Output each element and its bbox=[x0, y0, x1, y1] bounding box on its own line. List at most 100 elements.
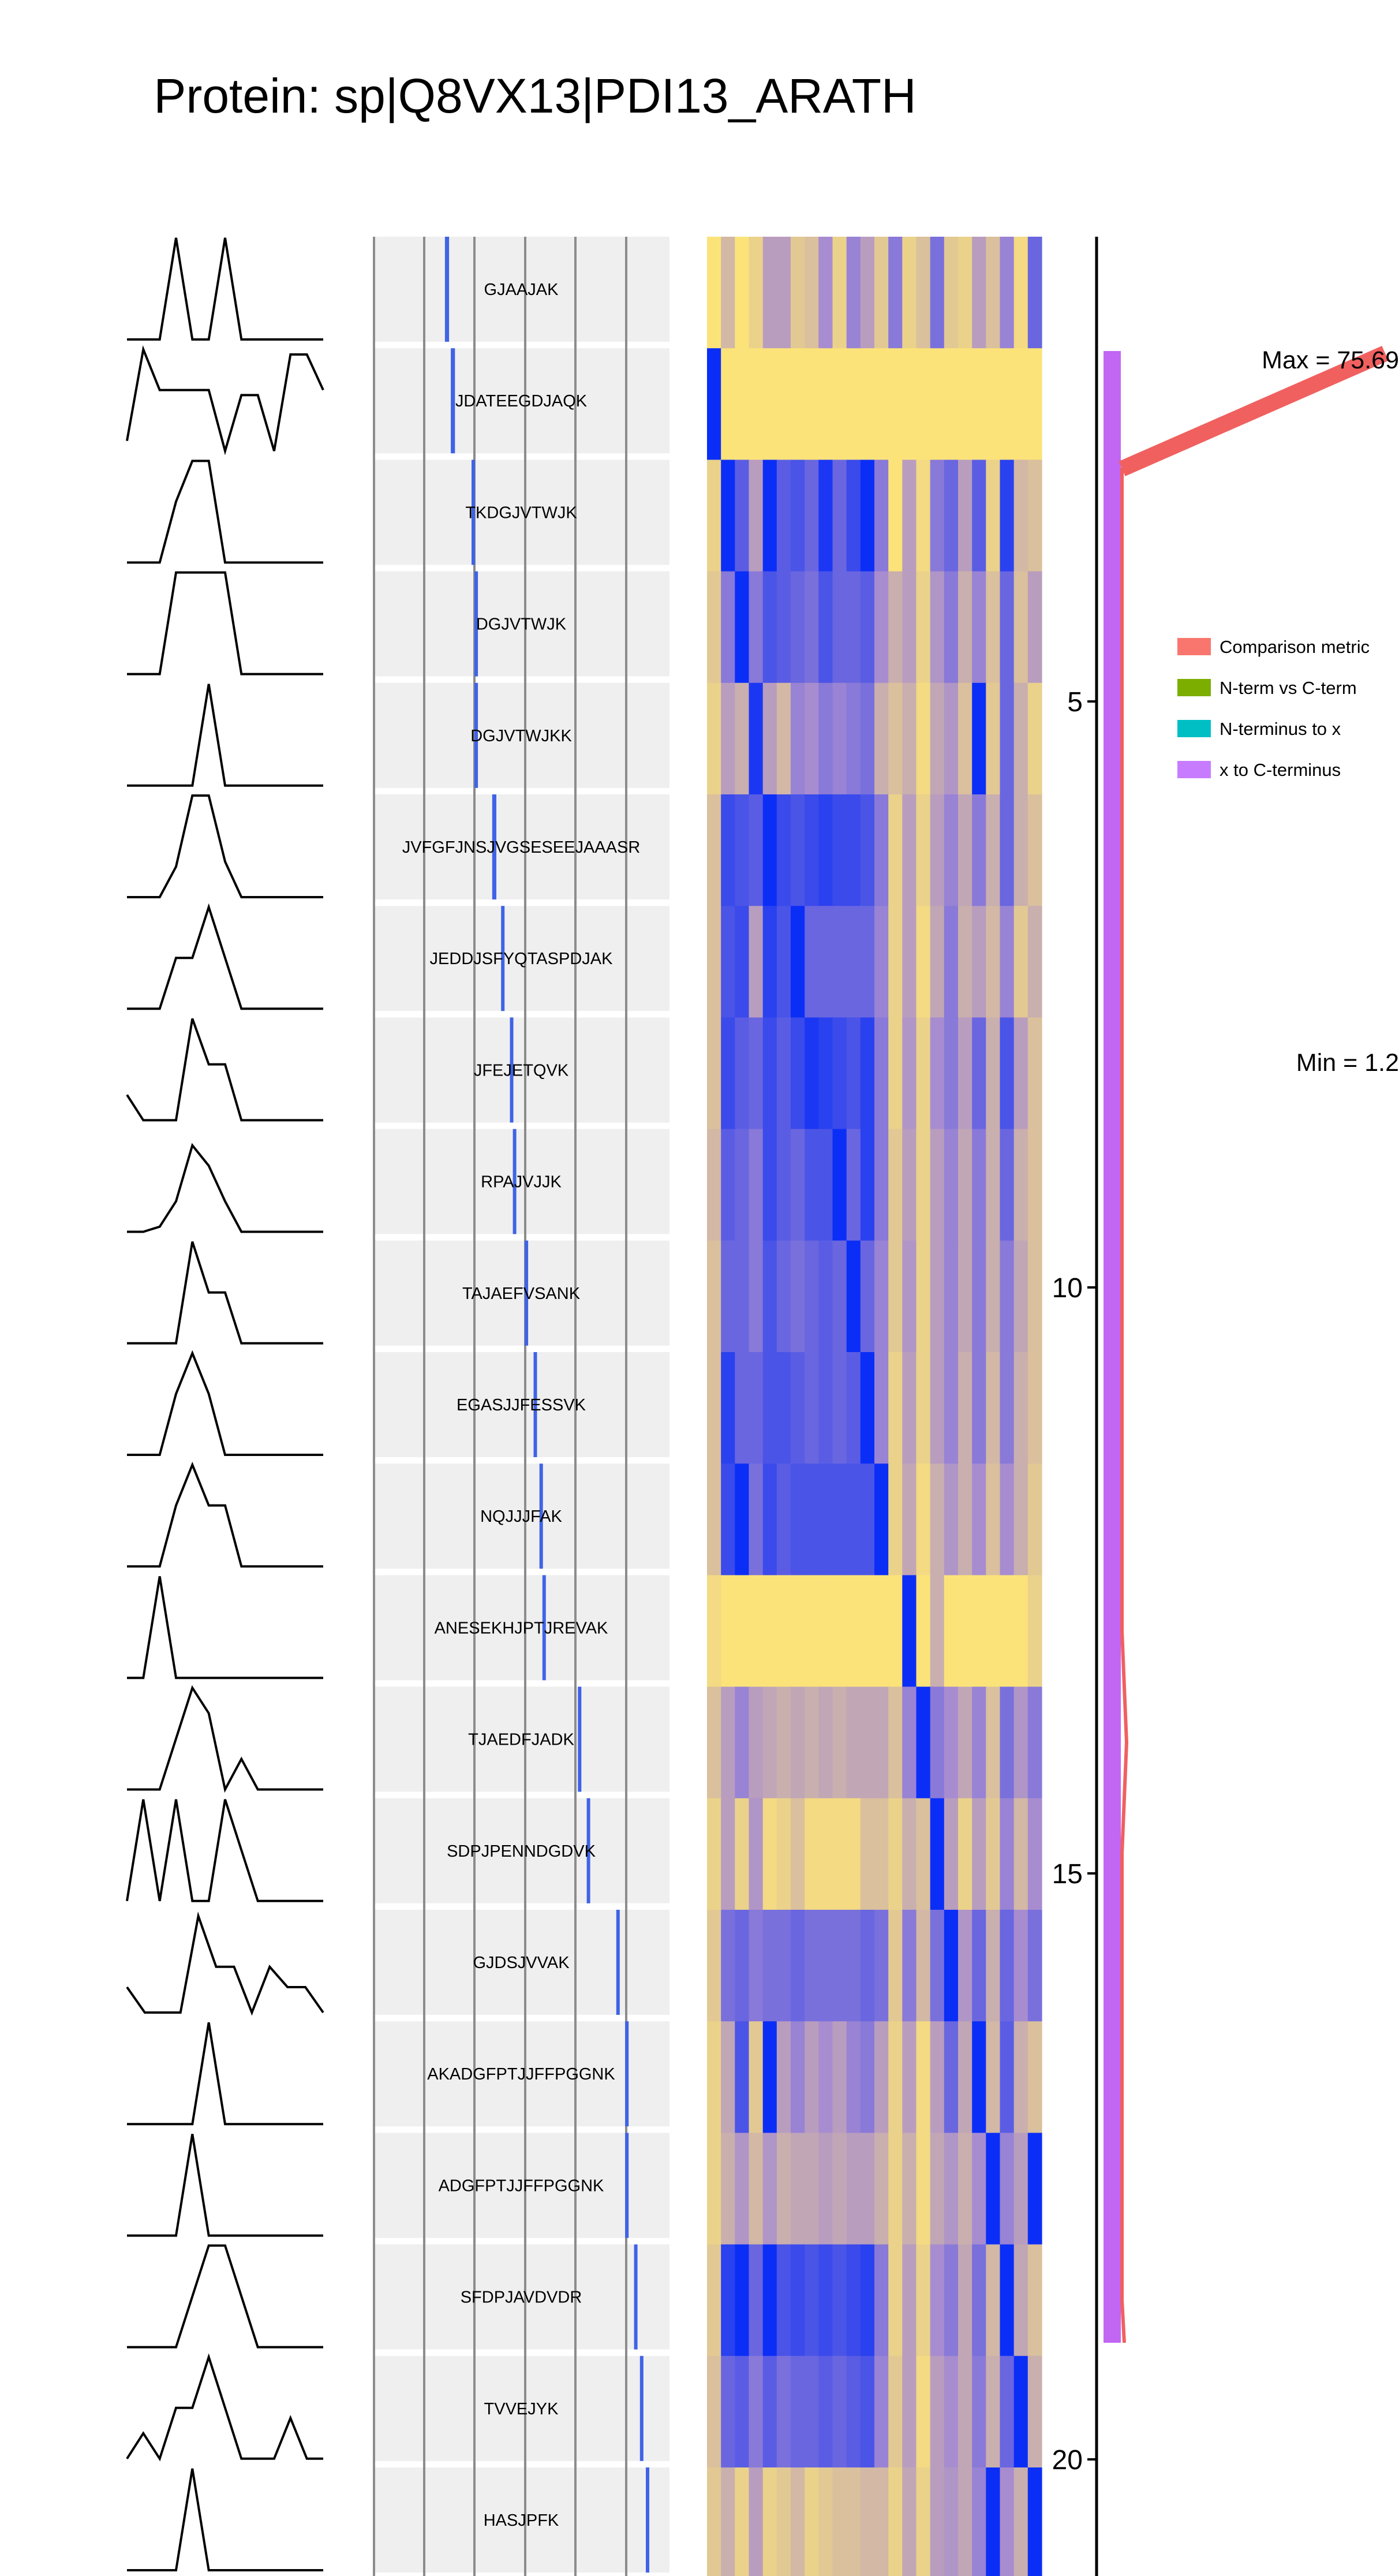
heatmap-cell bbox=[916, 1686, 931, 1799]
heatmap-cell bbox=[888, 571, 903, 684]
heatmap-cell bbox=[707, 1575, 721, 1688]
heatmap-cell bbox=[958, 1910, 972, 2022]
heatmap-cell bbox=[791, 1686, 805, 1799]
heatmap-cell bbox=[1013, 906, 1028, 1018]
peptide-label: TJAEDFJADK bbox=[468, 1731, 574, 1749]
heatmap-cell bbox=[930, 571, 945, 684]
heatmap-cell bbox=[888, 1686, 903, 1799]
peptide-label: SFDPJAVDVDR bbox=[461, 2288, 582, 2307]
heatmap-cell bbox=[846, 237, 861, 349]
heatmap-cell bbox=[805, 1798, 819, 1910]
heatmap-cell bbox=[958, 1017, 972, 1130]
profile-line-18 bbox=[127, 2134, 323, 2237]
heatmap-cell bbox=[860, 1464, 875, 1576]
heatmap-cell bbox=[832, 571, 847, 684]
heatmap-cell bbox=[958, 1464, 972, 1576]
legend-label: Comparison metric bbox=[1220, 637, 1370, 657]
heatmap-cell bbox=[749, 1464, 764, 1576]
peptide-label: JEDDJSFYQTASPDJAK bbox=[430, 950, 614, 968]
heatmap bbox=[707, 237, 1042, 2576]
heatmap-cell bbox=[762, 906, 777, 1018]
heatmap-cell bbox=[749, 1686, 764, 1799]
heatmap-cell bbox=[902, 1017, 917, 1130]
heatmap-cell bbox=[749, 682, 764, 795]
heatmap-cell bbox=[930, 460, 945, 572]
heatmap-cell bbox=[860, 1240, 875, 1353]
heatmap-cell bbox=[735, 1017, 750, 1130]
heatmap-cell bbox=[944, 1575, 959, 1688]
heatmap-cell bbox=[1027, 794, 1042, 906]
heatmap-cell bbox=[1000, 906, 1015, 1018]
heatmap-cell bbox=[832, 682, 847, 795]
peptide-row-bg bbox=[373, 1240, 669, 1346]
peptide-position-bar bbox=[474, 682, 478, 788]
heatmap-cell bbox=[749, 1798, 764, 1910]
heatmap-cell bbox=[776, 1575, 791, 1688]
heatmap-cell bbox=[1000, 2355, 1015, 2468]
heatmap-cell bbox=[805, 237, 819, 349]
heatmap-cell bbox=[846, 1240, 861, 1353]
heatmap-cell bbox=[916, 1575, 931, 1688]
heatmap-cell bbox=[818, 1464, 833, 1576]
y-tick-label: 10 bbox=[1052, 1273, 1083, 1304]
heatmap-cell bbox=[874, 2244, 889, 2357]
peptide-position-bar bbox=[501, 906, 505, 1011]
heatmap-cell bbox=[846, 1352, 861, 1464]
heatmap-cell bbox=[791, 1464, 805, 1576]
heatmap-cell bbox=[721, 1798, 735, 1910]
heatmap-cell bbox=[818, 1798, 833, 1910]
heatmap-cell bbox=[902, 906, 917, 1018]
heatmap-cell bbox=[805, 460, 819, 572]
heatmap-cell bbox=[832, 2133, 847, 2245]
profile-line-12 bbox=[127, 1461, 323, 1568]
heatmap-cell bbox=[958, 1575, 972, 1688]
heatmap-cell bbox=[888, 682, 903, 795]
peptide-row-bg bbox=[373, 348, 669, 454]
heatmap-cell bbox=[916, 1910, 931, 2022]
heatmap-cell bbox=[972, 1352, 986, 1464]
heatmap-cell bbox=[707, 682, 721, 795]
heatmap-cell bbox=[776, 1686, 791, 1799]
heatmap-cell bbox=[902, 237, 917, 349]
heatmap-cell bbox=[832, 1129, 847, 1241]
heatmap-cell bbox=[860, 571, 875, 684]
heatmap-cell bbox=[1027, 1240, 1042, 1353]
heatmap-cell bbox=[818, 2244, 833, 2357]
comparison-metric-line bbox=[1120, 352, 1386, 2343]
heatmap-cell bbox=[986, 1129, 1001, 1241]
heatmap-cell bbox=[986, 460, 1001, 572]
heatmap-cell bbox=[1013, 237, 1028, 349]
heatmap-cell bbox=[735, 1575, 750, 1688]
heatmap-cell bbox=[776, 2244, 791, 2357]
heatmap-cell bbox=[972, 1686, 986, 1799]
peptide-row-bg bbox=[373, 2133, 669, 2238]
heatmap-cell bbox=[1000, 1240, 1015, 1353]
heatmap-cell bbox=[930, 682, 945, 795]
heatmap-cell bbox=[874, 237, 889, 349]
heatmap-cell bbox=[776, 1017, 791, 1130]
heatmap-cell bbox=[1027, 906, 1042, 1018]
peptide-row-bg bbox=[373, 794, 669, 899]
heatmap-cell bbox=[874, 1240, 889, 1353]
heatmap-cell bbox=[832, 1910, 847, 2022]
heatmap-cell bbox=[776, 348, 791, 460]
heatmap-cell bbox=[832, 1575, 847, 1688]
y-tick-label: 15 bbox=[1052, 1859, 1083, 1890]
heatmap-cell bbox=[707, 348, 721, 460]
heatmap-cell bbox=[958, 348, 972, 460]
heatmap-cell bbox=[944, 571, 959, 684]
elution-profiles bbox=[126, 237, 324, 2571]
heatmap-cell bbox=[860, 1910, 875, 2022]
legend-label: N-terminus to x bbox=[1220, 719, 1341, 739]
heatmap-cell bbox=[818, 348, 833, 460]
heatmap-cell bbox=[1013, 1464, 1028, 1576]
heatmap-cell bbox=[1027, 1129, 1042, 1241]
heatmap-cell bbox=[749, 1017, 764, 1130]
heatmap-cell bbox=[986, 348, 1001, 460]
heatmap-cell bbox=[805, 348, 819, 460]
heatmap-cell bbox=[902, 1575, 917, 1688]
heatmap-cell bbox=[888, 2467, 903, 2576]
heatmap-cell bbox=[944, 2355, 959, 2468]
heatmap-cell bbox=[762, 1464, 777, 1576]
heatmap-cell bbox=[860, 1017, 875, 1130]
